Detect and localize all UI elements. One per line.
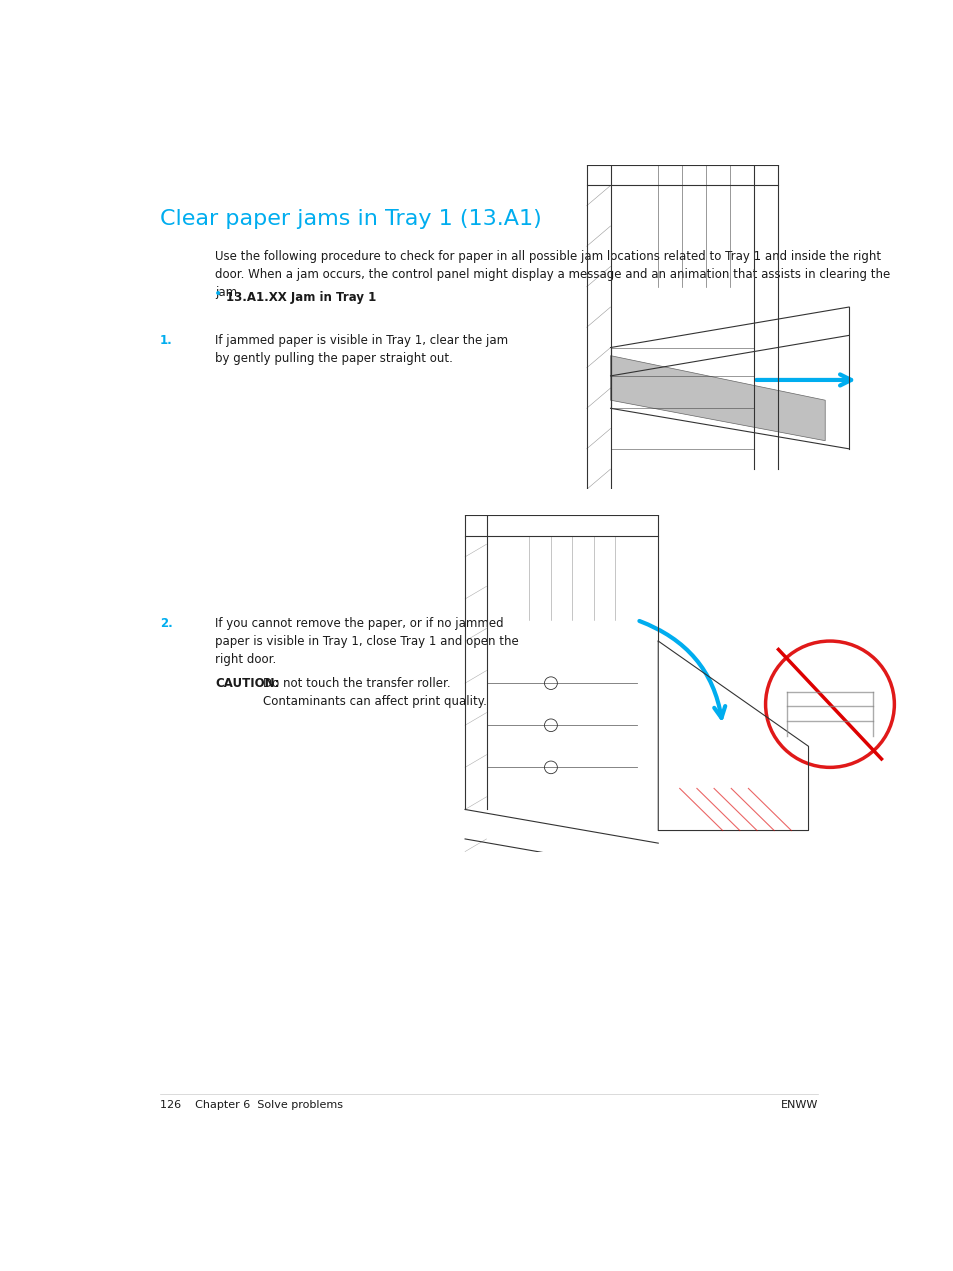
Text: 1.: 1. xyxy=(160,333,172,347)
Polygon shape xyxy=(610,356,824,441)
Text: Use the following procedure to check for paper in all possible jam locations rel: Use the following procedure to check for… xyxy=(215,250,890,300)
Text: 13.A1.XX Jam in Tray 1: 13.A1.XX Jam in Tray 1 xyxy=(226,291,376,305)
Text: CAUTION:: CAUTION: xyxy=(215,677,279,690)
FancyArrowPatch shape xyxy=(639,622,724,718)
Text: Do not touch the transfer roller.
Contaminants can affect print quality.: Do not touch the transfer roller. Contam… xyxy=(263,677,487,708)
Text: 2.: 2. xyxy=(160,618,172,630)
Text: If jammed paper is visible in Tray 1, clear the jam
by gently pulling the paper : If jammed paper is visible in Tray 1, cl… xyxy=(215,333,508,365)
Circle shape xyxy=(764,641,893,768)
Text: Clear paper jams in Tray 1 (13.A1): Clear paper jams in Tray 1 (13.A1) xyxy=(160,210,541,229)
Text: If you cannot remove the paper, or if no jammed
paper is visible in Tray 1, clos: If you cannot remove the paper, or if no… xyxy=(215,618,518,666)
Text: ENWW: ENWW xyxy=(780,1099,817,1110)
Text: •: • xyxy=(213,286,222,301)
Text: 126    Chapter 6  Solve problems: 126 Chapter 6 Solve problems xyxy=(160,1099,342,1110)
FancyArrowPatch shape xyxy=(756,375,850,385)
